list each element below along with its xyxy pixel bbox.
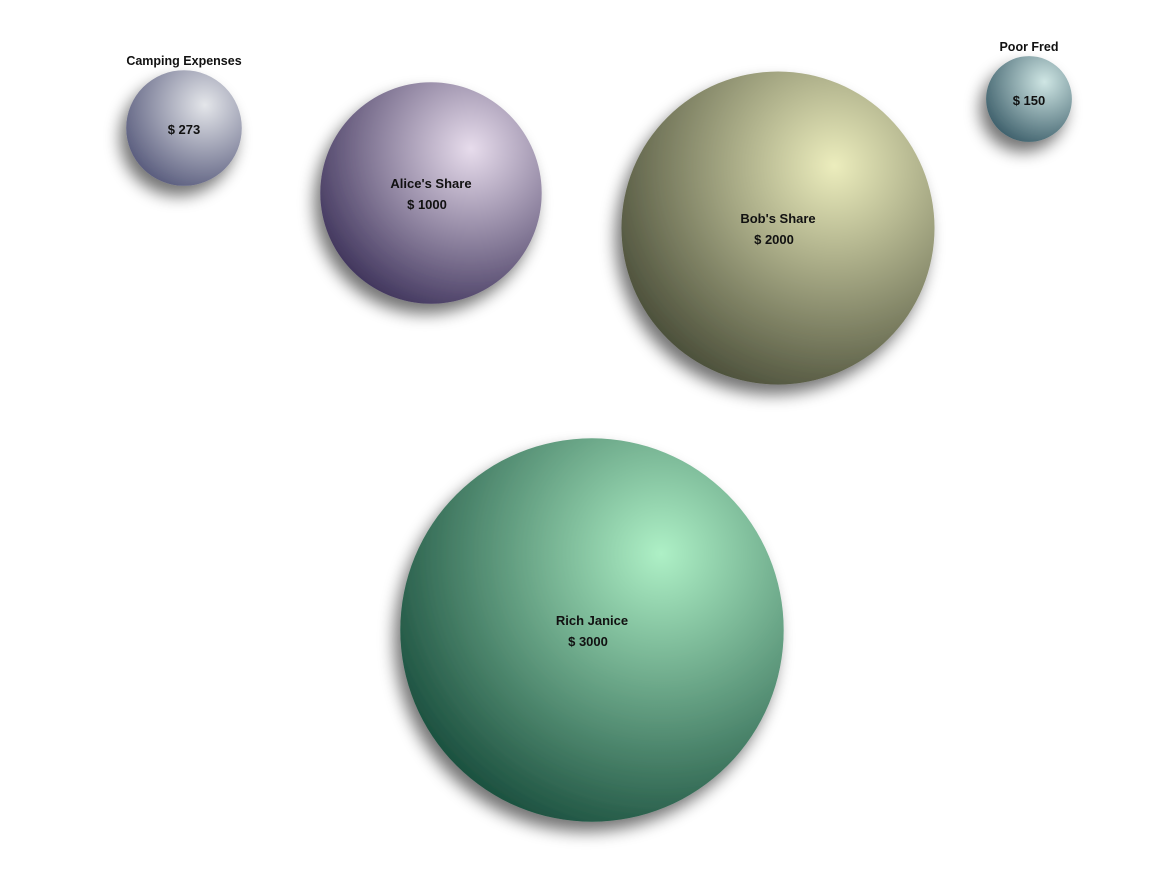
bubble-mark-alice: [320, 82, 542, 304]
bubble-label-alice: Alice's Share: [390, 176, 471, 191]
bubble-mark-camping: [126, 70, 242, 186]
bubble-label-bob: Bob's Share: [740, 211, 815, 226]
bubble-label-camping: Camping Expenses: [126, 54, 241, 68]
bubble-value-bob: $ 2000: [754, 232, 794, 247]
bubble-alice: Alice's Share $ 1000: [320, 82, 542, 304]
bubble-bob: Bob's Share $ 2000: [621, 71, 935, 385]
bubble-value-fred: $ 150: [1013, 93, 1046, 108]
bubble-janice: Rich Janice $ 3000: [400, 438, 784, 822]
bubble-value-camping: $ 273: [168, 122, 201, 137]
bubble-label-janice: Rich Janice: [556, 613, 628, 628]
bubble-value-alice: $ 1000: [407, 197, 447, 212]
bubble-mark-fred: [986, 56, 1072, 142]
bubble-value-janice: $ 3000: [568, 634, 608, 649]
bubble-camping: Camping Expenses $ 273: [126, 54, 242, 186]
bubble-mark-janice: [400, 438, 784, 822]
bubble-label-fred: Poor Fred: [999, 40, 1058, 54]
bubble-mark-bob: [621, 71, 935, 385]
bubble-fred: Poor Fred $ 150: [986, 40, 1072, 142]
